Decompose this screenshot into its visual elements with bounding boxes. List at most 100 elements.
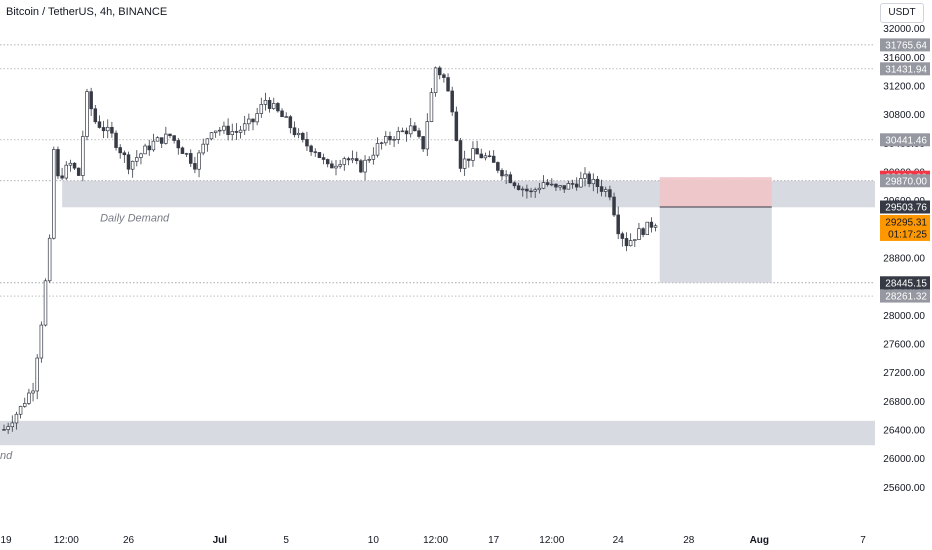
candle-body	[2, 429, 6, 431]
time-tick-label: 5	[283, 535, 289, 546]
candle-body	[301, 132, 305, 140]
candle-body	[101, 127, 106, 132]
candle-body	[645, 221, 649, 235]
position-layer	[659, 177, 772, 283]
time-tick-label: 12:00	[54, 535, 79, 546]
candle-body	[213, 130, 218, 133]
candle-body	[296, 132, 301, 136]
candle-body	[180, 147, 185, 154]
price-tag-label: 29295.31	[885, 217, 927, 228]
candle-body	[159, 137, 164, 144]
candle-body	[425, 121, 430, 150]
candle-body	[27, 392, 31, 404]
price-tick-label: 28800.00	[883, 253, 925, 264]
candle-body	[516, 185, 521, 191]
candle-body	[554, 183, 558, 188]
price-tag	[880, 214, 930, 241]
candle-body	[433, 67, 438, 94]
demand-zone	[0, 420, 875, 446]
candle-body	[72, 162, 77, 169]
candle-body	[413, 125, 417, 132]
price-tag-label: 31431.94	[885, 64, 927, 75]
candle-body	[110, 126, 114, 134]
candle-body	[193, 163, 197, 170]
candle-body	[603, 189, 608, 192]
candle-body	[624, 238, 629, 247]
candle-body	[305, 139, 309, 147]
candle-body	[263, 99, 268, 105]
candle-body	[404, 130, 409, 135]
candle-body	[512, 182, 517, 187]
candle-body	[280, 110, 284, 118]
candle-body	[85, 91, 89, 137]
time-tick-label: 26	[123, 535, 135, 546]
candle-body	[446, 77, 450, 92]
candle-body	[483, 155, 488, 159]
candle-body	[562, 185, 566, 190]
candle-body	[52, 149, 56, 239]
candle-body	[338, 164, 342, 167]
candle-body	[147, 145, 152, 151]
candle-body	[591, 178, 596, 185]
candle-body	[346, 158, 351, 161]
candle-body	[479, 153, 484, 159]
candle-body	[313, 151, 318, 153]
candle-body	[122, 152, 127, 156]
candle-body	[56, 149, 60, 177]
price-tag-label: 31765.64	[885, 40, 927, 51]
candle-body	[334, 165, 338, 169]
candle-body	[76, 167, 81, 176]
candle-body	[325, 159, 330, 165]
candle-body	[39, 324, 44, 359]
price-tick-label: 27200.00	[883, 368, 925, 379]
zone-label: nd	[0, 450, 13, 462]
candle-body	[172, 135, 176, 141]
time-tick-label: 28	[683, 535, 695, 546]
candle-body	[292, 127, 297, 136]
candle-body	[93, 108, 98, 123]
candle-body	[454, 111, 459, 141]
candle-body	[105, 126, 110, 132]
candle-body	[155, 137, 160, 142]
candle-body	[533, 189, 537, 192]
candle-body	[574, 183, 579, 188]
candle-body	[467, 158, 471, 161]
candle-body	[251, 118, 255, 123]
candle-body	[255, 113, 259, 123]
candle-body	[363, 159, 367, 173]
candle-body	[392, 139, 396, 141]
candle-body	[429, 92, 434, 122]
price-tick-label: 31200.00	[883, 81, 925, 92]
price-tag	[880, 200, 930, 214]
candle-body	[81, 136, 85, 176]
candle-body	[230, 131, 235, 135]
candle-body	[595, 178, 600, 187]
candle-body	[226, 125, 230, 135]
candle-body	[475, 148, 479, 155]
candle-body	[342, 158, 347, 165]
candle-body	[184, 153, 189, 155]
candle-body	[616, 214, 620, 235]
candle-body	[359, 160, 363, 173]
candle-body	[375, 143, 380, 156]
candle-body	[284, 116, 288, 118]
candle-body	[400, 130, 405, 133]
candle-body	[388, 136, 392, 141]
price-tick-label: 31600.00	[883, 53, 925, 64]
time-tick-label: 12:00	[423, 535, 448, 546]
candle-body	[47, 237, 52, 282]
currency-button[interactable]: USDT	[880, 3, 924, 23]
candle-body	[633, 239, 637, 241]
price-tag	[880, 133, 930, 147]
candle-body	[529, 190, 533, 193]
candle-body	[242, 123, 247, 131]
candle-body	[114, 132, 118, 148]
price-tag	[880, 289, 930, 303]
candle-body	[558, 185, 562, 188]
take-profit-area	[659, 207, 772, 283]
candle-body	[408, 125, 413, 135]
price-tag-label: 28261.32	[885, 292, 927, 303]
candle-body	[18, 406, 23, 415]
candle-body	[6, 426, 10, 430]
